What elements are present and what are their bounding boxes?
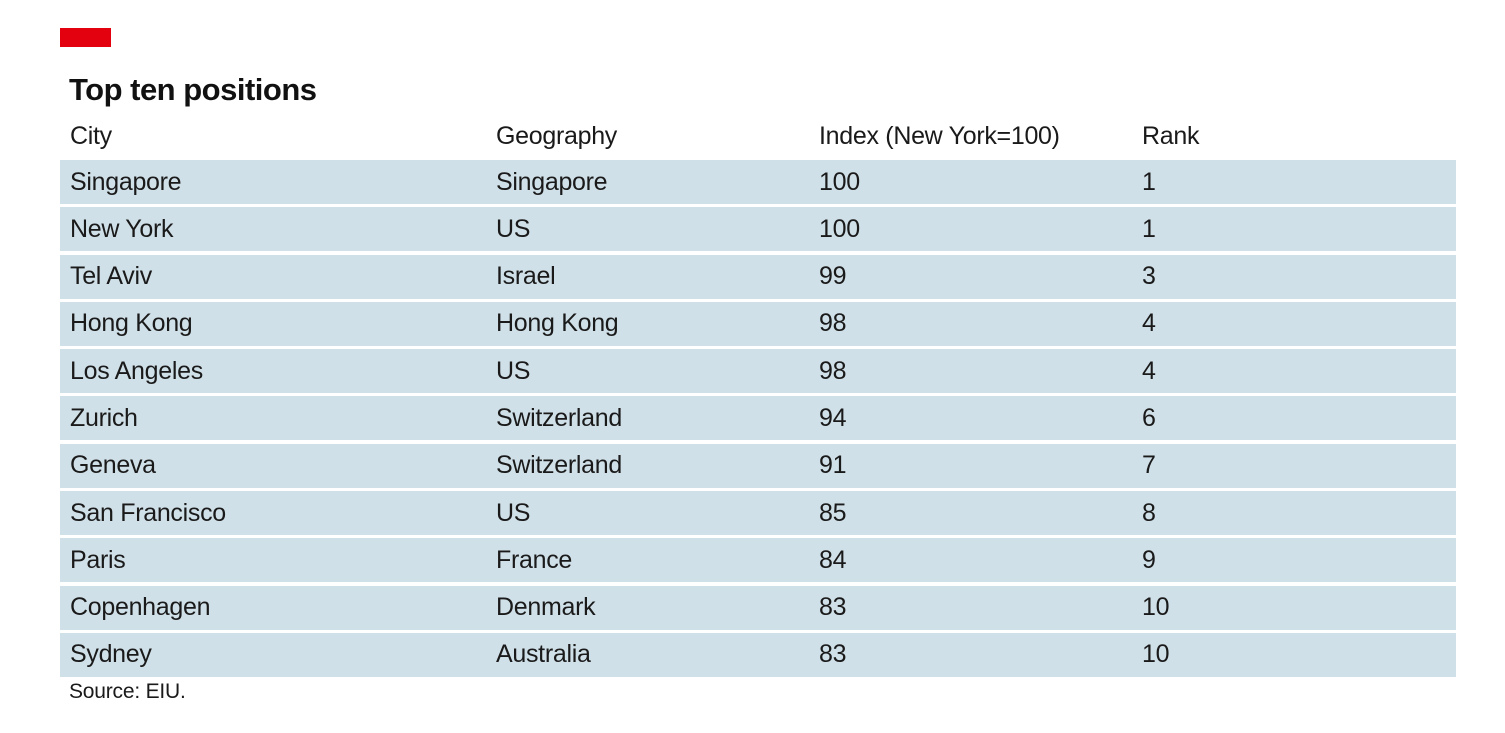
table-row: Singapore Singapore 100 1 <box>60 160 1456 204</box>
column-header-geography: Geography <box>496 122 617 150</box>
cell-city: Tel Aviv <box>70 262 152 291</box>
cell-index: 83 <box>819 640 847 669</box>
cell-rank: 8 <box>1142 498 1156 527</box>
column-header-index: Index (New York=100) <box>819 122 1060 150</box>
cell-rank: 10 <box>1142 640 1170 669</box>
cell-city: San Francisco <box>70 498 226 527</box>
accent-bar <box>60 28 111 47</box>
cell-geography: Israel <box>496 262 556 291</box>
table-header-row: City Geography Index (New York=100) Rank <box>60 113 1456 160</box>
cell-rank: 4 <box>1142 309 1156 338</box>
cell-city: Geneva <box>70 451 156 480</box>
ranking-table: City Geography Index (New York=100) Rank… <box>60 113 1456 680</box>
cell-index: 100 <box>819 167 860 196</box>
cell-rank: 3 <box>1142 262 1156 291</box>
cell-city: Hong Kong <box>70 309 193 338</box>
cell-geography: France <box>496 545 573 574</box>
table-row: Hong Kong Hong Kong 98 4 <box>60 301 1456 346</box>
cell-city: Zurich <box>70 403 138 432</box>
table-row: Zurich Switzerland 94 6 <box>60 396 1456 441</box>
cell-index: 94 <box>819 403 847 432</box>
cell-index: 91 <box>819 451 847 480</box>
table-body: Singapore Singapore 100 1 New York US 100 1 Tel … <box>60 160 1456 677</box>
cell-city: Singapore <box>70 167 182 196</box>
table-row: New York US 100 1 <box>60 207 1456 252</box>
cell-index: 83 <box>819 593 847 622</box>
cell-geography: US <box>496 356 531 385</box>
table-row: Paris France 84 9 <box>60 538 1456 583</box>
cell-rank: 9 <box>1142 545 1156 574</box>
cell-geography: US <box>496 214 531 243</box>
cell-geography: Hong Kong <box>496 309 619 338</box>
cell-rank: 4 <box>1142 356 1156 385</box>
cell-geography: Denmark <box>496 593 596 622</box>
column-header-city: City <box>70 122 112 150</box>
chart-title: Top ten positions <box>69 72 317 107</box>
cell-rank: 7 <box>1142 451 1156 480</box>
cell-city: Los Angeles <box>70 356 203 385</box>
cell-geography: Switzerland <box>496 403 622 432</box>
cell-city: Sydney <box>70 640 152 669</box>
cell-geography: Switzerland <box>496 451 622 480</box>
table-row: Copenhagen Denmark 83 10 <box>60 585 1456 630</box>
cell-geography: Singapore <box>496 167 608 196</box>
cell-geography: US <box>496 498 531 527</box>
cell-index: 99 <box>819 262 847 291</box>
cell-index: 98 <box>819 309 847 338</box>
cell-city: Paris <box>70 545 126 574</box>
source-note: Source: EIU. <box>69 680 186 703</box>
column-header-rank: Rank <box>1142 122 1200 150</box>
cell-rank: 6 <box>1142 403 1156 432</box>
cell-index: 84 <box>819 545 847 574</box>
cell-geography: Australia <box>496 640 591 669</box>
cell-index: 98 <box>819 356 847 385</box>
cell-index: 85 <box>819 498 847 527</box>
cell-rank: 1 <box>1142 214 1156 243</box>
table-row: Tel Aviv Israel 99 3 <box>60 254 1456 299</box>
table-row: San Francisco US 85 8 <box>60 491 1456 536</box>
cell-city: New York <box>70 214 174 243</box>
table-row: Geneva Switzerland 91 7 <box>60 443 1456 488</box>
cell-index: 100 <box>819 214 860 243</box>
cell-rank: 10 <box>1142 593 1170 622</box>
table-row: Sydney Australia 83 10 <box>60 632 1456 677</box>
cell-city: Copenhagen <box>70 593 211 622</box>
cell-rank: 1 <box>1142 167 1156 196</box>
table-row: Los Angeles US 98 4 <box>60 349 1456 394</box>
